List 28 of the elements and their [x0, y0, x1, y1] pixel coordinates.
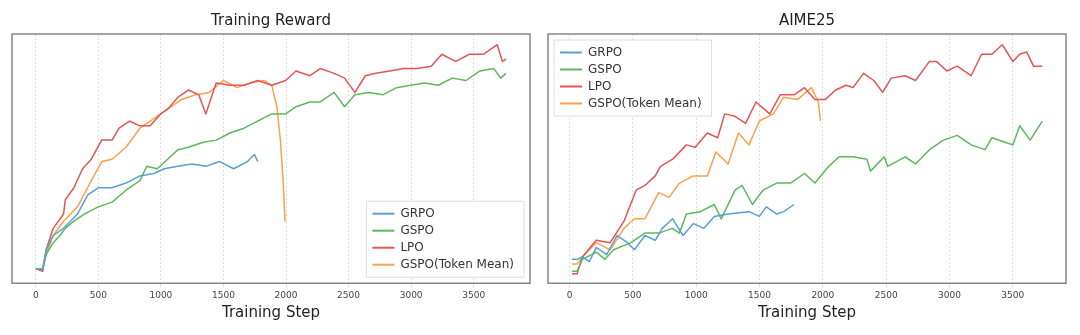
x-tick-label: 500 — [89, 289, 108, 300]
x-tick-label: 0 — [566, 289, 573, 300]
chart-title: AIME25 — [778, 10, 836, 29]
x-tick-label: 2500 — [874, 289, 898, 300]
x-tick-label: 1500 — [748, 289, 772, 300]
x-axis-title: Training Step — [756, 302, 857, 321]
x-tick-label: 3000 — [399, 289, 423, 300]
x-tick-label: 1000 — [684, 289, 708, 300]
x-axis-title: Training Step — [220, 302, 321, 321]
x-tick-label: 3500 — [1001, 289, 1025, 300]
chart-title: Training Reward — [210, 10, 331, 29]
legend-label: GSPO(Token Mean) — [588, 95, 702, 110]
legend-label: GRPO — [400, 205, 435, 220]
x-tick-label: 3000 — [938, 289, 962, 300]
x-tick-label: 2000 — [811, 289, 835, 300]
legend-label: GSPO(Token Mean) — [400, 256, 515, 271]
legend-label: LPO — [400, 239, 424, 254]
legend-label: GSPO — [400, 222, 434, 237]
legend-label: GSPO — [588, 61, 622, 76]
x-tick-label: 0 — [32, 289, 39, 300]
legend-label: LPO — [588, 78, 612, 93]
x-tick-label: 1500 — [212, 289, 236, 300]
x-tick-label: 2000 — [274, 289, 298, 300]
x-tick-label: 2500 — [337, 289, 361, 300]
x-tick-label: 3500 — [462, 289, 486, 300]
x-tick-label: 1000 — [149, 289, 173, 300]
legend-label: GRPO — [588, 44, 623, 59]
x-tick-label: 500 — [624, 289, 642, 300]
